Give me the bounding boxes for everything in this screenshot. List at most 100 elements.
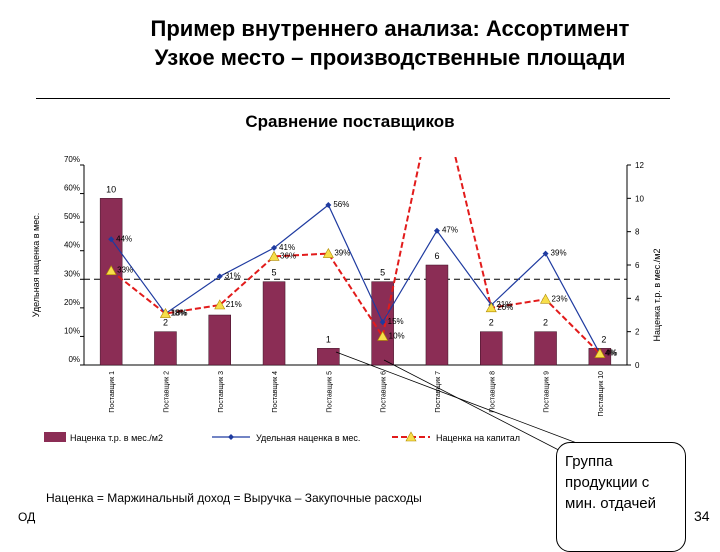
left-tick-label: 20% (64, 298, 80, 307)
capital-marker (594, 347, 606, 358)
slide-title-line2: Узкое место – производственные площади (154, 45, 626, 70)
capital-label: 20% (497, 303, 513, 312)
capital-label: 33% (117, 266, 133, 275)
capital-marker (105, 265, 117, 276)
slide-title-line1: Пример внутреннего анализа: Ассортимент (150, 16, 630, 41)
slide-title: Пример внутреннего анализа: Ассортимент … (60, 14, 720, 72)
unit-label: 47% (442, 226, 458, 235)
category-label: Поставщик 6 (381, 371, 388, 413)
unit-marker (433, 227, 440, 234)
bar (99, 198, 123, 366)
right-tick-label: 8 (635, 228, 640, 237)
bar-label: 2 (489, 318, 494, 328)
left-tick-label: 10% (64, 326, 80, 335)
capital-marker (159, 307, 171, 318)
left-tick-label: 30% (64, 269, 80, 278)
category-label: Поставщик 7 (435, 371, 442, 413)
footnote: Наценка = Маржинальный доход = Выручка –… (46, 491, 422, 505)
capital-marker (322, 247, 334, 258)
legend-bar-label: Наценка т.р. в мес./м2 (70, 433, 163, 443)
capital-marker (540, 293, 552, 304)
capital-marker (377, 330, 389, 341)
legend-bar-swatch (44, 432, 66, 442)
unit-label: 18% (170, 309, 186, 318)
unit-label: 15% (388, 317, 404, 326)
legend-capital-label: Наценка на капитал (436, 433, 520, 443)
callout-pointer (383, 359, 579, 461)
right-tick-label: 10 (635, 194, 644, 203)
category-label: Поставщик 10 (598, 371, 605, 417)
unit-marker (379, 319, 386, 326)
unit-label: 39% (551, 249, 567, 258)
unit-marker (325, 202, 332, 208)
legend-unit-marker (228, 434, 234, 440)
capital-label: 23% (552, 294, 568, 303)
left-tick-label: 60% (64, 184, 80, 193)
bar-label: 5 (272, 268, 277, 278)
capital-label: 36% (280, 251, 296, 260)
unit-label: 56% (333, 200, 349, 209)
bar (425, 264, 449, 366)
right-tick-label: 6 (635, 261, 640, 270)
corner-label: ОД (18, 510, 36, 524)
capital-label: 10% (389, 331, 405, 340)
category-label: Поставщик 8 (489, 371, 496, 413)
bar (534, 331, 557, 366)
category-label: Поставщик 5 (326, 371, 333, 413)
category-label: Поставщик 1 (109, 371, 116, 413)
left-tick-label: 50% (64, 212, 80, 221)
unit-marker (271, 244, 278, 251)
category-label: Поставщик 4 (272, 371, 279, 413)
right-tick-label: 0 (635, 361, 640, 370)
bar-label: 1 (326, 334, 331, 344)
unit-label: 44% (116, 234, 132, 243)
capital-marker (268, 250, 280, 261)
bar (154, 331, 177, 366)
unit-marker (542, 250, 549, 257)
capital-line (110, 157, 601, 355)
title-divider (36, 98, 670, 99)
legend-unit-label: Удельная наценка в мес. (256, 433, 360, 443)
left-axis-title: Удельная наценка в мес. (31, 213, 41, 317)
bar (480, 331, 503, 366)
right-axis-title: Наценка т.р. в мес./м2 (652, 249, 662, 342)
right-tick-label: 12 (635, 161, 644, 170)
capital-label: 39% (334, 249, 350, 258)
unit-label: 41% (279, 243, 295, 252)
unit-label: 4% (605, 349, 617, 358)
right-tick-label: 2 (635, 328, 640, 337)
bar-label: 2 (601, 334, 606, 344)
unit-markup-line (110, 204, 601, 354)
category-label: Поставщик 9 (544, 371, 551, 413)
supplier-comparison-chart: 0%10%20%30%40%50%60%70%024681012Удельная… (31, 155, 662, 461)
unit-label: 31% (225, 271, 241, 280)
callout-pointer (335, 351, 591, 449)
bar-label: 10 (106, 184, 116, 194)
bar-label: 2 (543, 318, 548, 328)
chart-title: Сравнение поставщиков (245, 112, 455, 131)
capital-label: 21% (226, 300, 242, 309)
bar (317, 348, 340, 366)
bar-label: 6 (434, 251, 439, 261)
left-tick-label: 40% (64, 241, 80, 250)
capital-label: 18% (171, 309, 187, 318)
bar-label: 2 (163, 318, 168, 328)
capital-marker (214, 299, 226, 310)
category-label: Поставщик 2 (163, 371, 170, 413)
unit-label: 21% (496, 300, 512, 309)
capital-marker (485, 302, 497, 313)
callout-box: Группа продукции с мин. отдачей (556, 442, 686, 552)
bar (208, 314, 231, 366)
bar-label: 5 (380, 268, 385, 278)
left-tick-label: 0% (68, 355, 80, 364)
right-tick-label: 4 (635, 294, 640, 303)
unit-marker (216, 273, 223, 280)
left-tick-label: 70% (64, 155, 80, 164)
callout-text: Группа продукции с мин. отдачей (565, 453, 656, 512)
capital-label: 4% (606, 349, 618, 358)
bar (262, 281, 286, 366)
page-number: 34 (694, 508, 710, 524)
legend-capital-marker (405, 431, 417, 442)
unit-marker (108, 236, 115, 243)
category-label: Поставщик 3 (218, 371, 225, 413)
